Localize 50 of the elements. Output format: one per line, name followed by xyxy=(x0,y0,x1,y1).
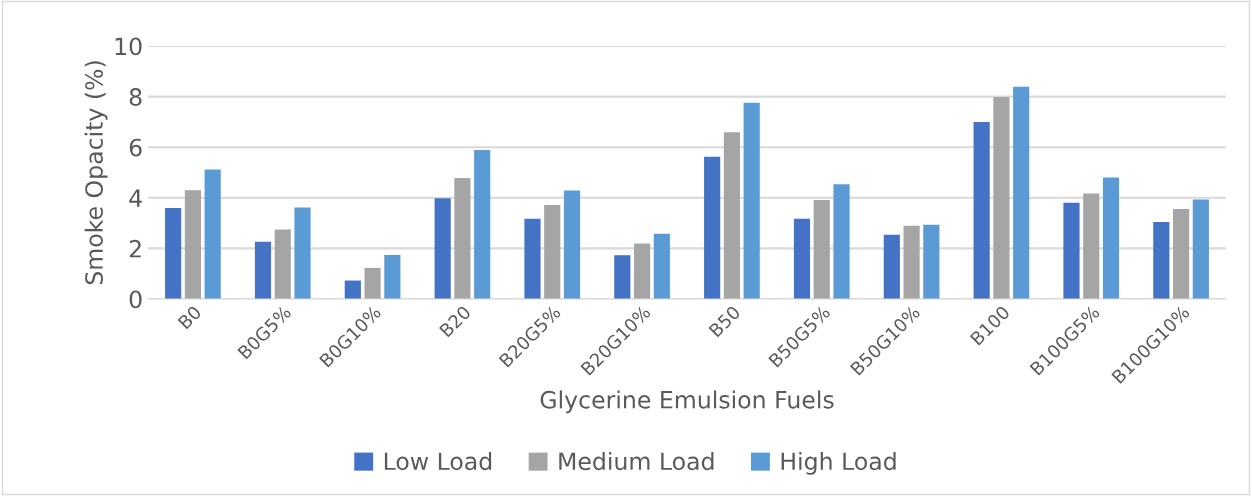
bar xyxy=(294,207,311,299)
bar xyxy=(813,200,830,299)
bar xyxy=(1102,177,1120,299)
bar xyxy=(165,207,182,299)
legend-label: Medium Load xyxy=(559,451,714,471)
bar xyxy=(384,254,401,299)
y-tick-label: 2 xyxy=(129,239,141,258)
y-tick-label: 8 xyxy=(129,88,142,106)
bar xyxy=(743,102,760,299)
bar xyxy=(364,267,381,299)
x-axis-title: Glycerine Emulsion Fuels xyxy=(540,390,834,414)
bar xyxy=(973,121,990,299)
bar xyxy=(793,218,811,299)
x-tick-label: B50 xyxy=(708,304,741,338)
bar xyxy=(833,184,850,299)
y-tick-label: 6 xyxy=(129,138,142,157)
bar xyxy=(653,233,670,299)
bar xyxy=(524,218,541,299)
bar xyxy=(1173,208,1190,299)
bar xyxy=(1192,199,1209,299)
bar xyxy=(723,132,740,299)
bar xyxy=(883,234,900,299)
y-tick-label: 10 xyxy=(115,37,142,56)
bar xyxy=(993,97,1010,299)
bar xyxy=(254,241,272,299)
bar xyxy=(1153,222,1170,299)
bar xyxy=(903,225,920,299)
bar xyxy=(563,190,581,299)
y-axis-title: Smoke Opacity (%) xyxy=(84,61,108,285)
bar xyxy=(434,198,451,299)
bar xyxy=(923,224,940,299)
bar xyxy=(634,243,651,299)
y-tick-label: 4 xyxy=(129,189,142,207)
bar xyxy=(704,156,721,299)
legend-label: Low Load xyxy=(384,451,492,471)
bar xyxy=(204,169,221,299)
bar xyxy=(544,204,561,299)
bar xyxy=(274,229,291,299)
bar xyxy=(184,190,201,299)
bar xyxy=(1063,202,1080,299)
bar xyxy=(454,178,471,299)
legend-label: High Load xyxy=(781,451,896,475)
y-tick-label: 0 xyxy=(129,290,142,309)
bar xyxy=(1013,86,1030,299)
bar xyxy=(474,149,491,299)
x-tick-label: B0 xyxy=(177,304,202,330)
bar xyxy=(614,255,631,299)
x-tick-label: B20 xyxy=(438,304,472,338)
bar xyxy=(1083,193,1100,299)
bar xyxy=(344,280,361,299)
